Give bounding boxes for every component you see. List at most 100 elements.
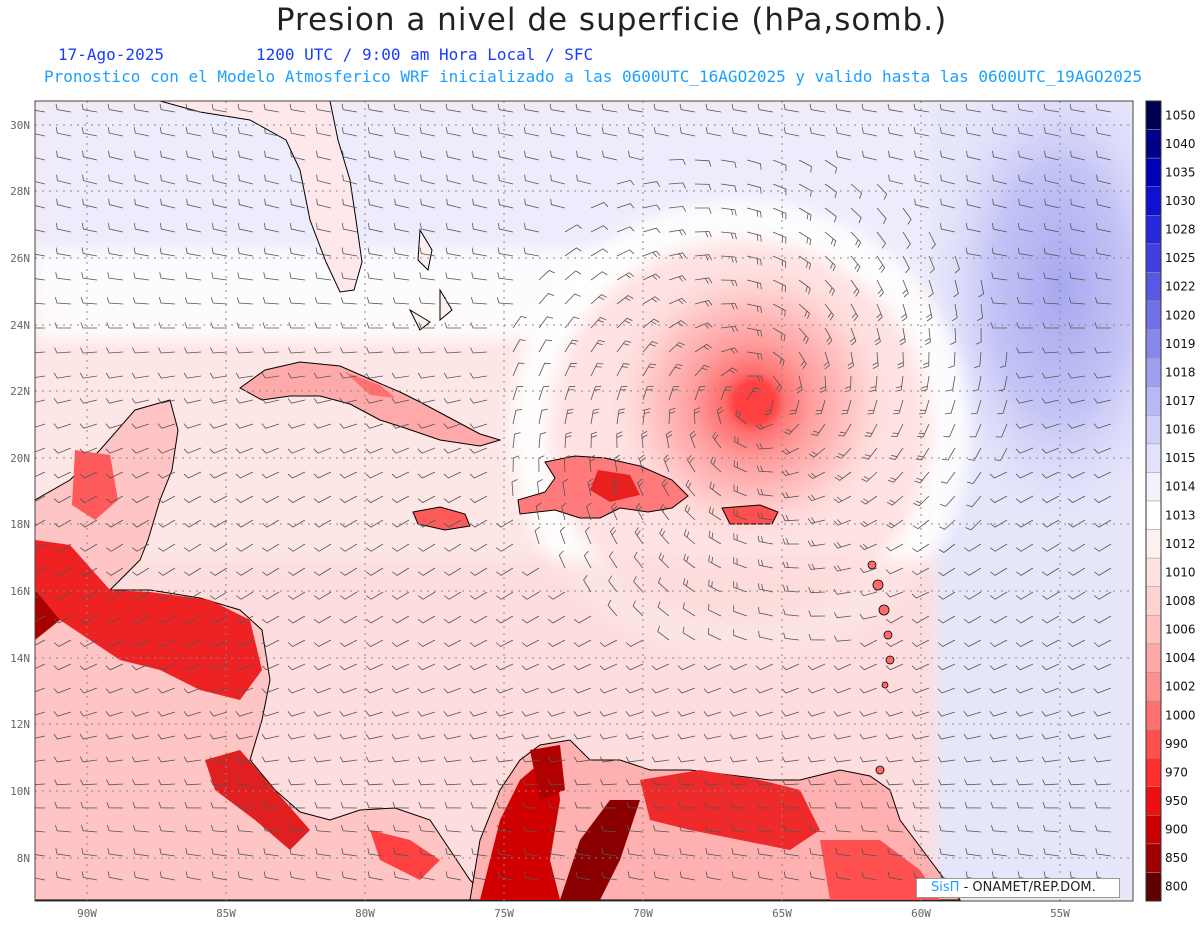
wind-barb [807, 711, 826, 717]
wind-barb [694, 386, 706, 401]
wind-barb [668, 320, 686, 329]
wind-barb [995, 423, 1008, 438]
wind-barb [1043, 103, 1060, 113]
wind-barb [1015, 615, 1034, 624]
wind-barb [1042, 801, 1060, 809]
wind-barb [443, 663, 462, 671]
wind-barb [1067, 711, 1086, 717]
wind-barb [1068, 779, 1086, 786]
wind-barb [160, 223, 176, 233]
colorbar-swatch [1145, 729, 1162, 759]
wind-barb [521, 615, 540, 624]
wind-barb [991, 824, 1008, 833]
wind-barb [1094, 591, 1112, 600]
wind-barb [1093, 495, 1112, 504]
wind-barb [991, 103, 1008, 113]
wind-barb [237, 272, 254, 281]
wind-barb [677, 687, 696, 694]
wind-barb [236, 322, 253, 329]
wind-barb [158, 801, 176, 809]
wind-barb [607, 599, 618, 617]
wind-barb [747, 375, 764, 382]
wind-barb [573, 711, 592, 717]
wind-barb [209, 519, 228, 528]
wind-barb [183, 471, 202, 479]
wind-barb [781, 733, 800, 740]
wind-barb [313, 733, 332, 740]
wind-barb [339, 615, 358, 624]
wind-barb [730, 801, 748, 809]
wind-barb [707, 627, 722, 641]
wind-barb [81, 824, 98, 833]
wind-barb [159, 103, 176, 113]
wind-barb [107, 848, 124, 857]
wind-barb [626, 779, 644, 786]
wind-barb [608, 551, 618, 569]
wind-barb [469, 615, 488, 624]
wind-barb [734, 435, 748, 449]
wind-barb [158, 347, 176, 354]
wind-barb [965, 848, 982, 857]
colorbar-label: 1013 [1165, 508, 1196, 522]
wind-barb [798, 327, 809, 344]
wind-barb [859, 756, 878, 763]
wind-barb [340, 591, 358, 600]
wind-barb [1067, 519, 1086, 528]
wind-barb [1093, 447, 1112, 454]
wind-barb [535, 502, 542, 521]
wind-barb [521, 756, 540, 763]
wind-barb [262, 543, 280, 552]
wind-barb [53, 756, 72, 763]
wind-barb [809, 824, 826, 833]
wind-barb [393, 272, 410, 281]
wind-barb [287, 711, 306, 717]
wind-barb [185, 272, 202, 281]
wind-barb [290, 150, 306, 161]
wind-barb [729, 711, 748, 717]
lat-label: 26N [10, 252, 30, 265]
wind-barb [1069, 247, 1086, 257]
colorbar-swatch [1145, 386, 1162, 416]
wind-barb [948, 351, 956, 369]
wind-barb [287, 615, 306, 624]
wind-barb [707, 603, 722, 617]
wind-barb [53, 663, 72, 671]
wind-barb [287, 495, 306, 504]
wind-barb [209, 423, 228, 429]
wind-barb [966, 150, 982, 161]
wind-barb [755, 711, 774, 717]
wind-barb [54, 543, 72, 552]
wind-barb [864, 423, 878, 437]
wind-barb [365, 423, 384, 429]
wind-barb [264, 150, 280, 161]
wind-barb [35, 423, 46, 428]
wind-barb [694, 277, 713, 284]
wind-barb [1044, 174, 1060, 185]
wind-barb [772, 351, 785, 367]
wind-barb [876, 255, 886, 273]
wind-barb [446, 223, 462, 233]
wind-barb [263, 871, 280, 881]
wind-barb [186, 174, 202, 185]
wind-barb [53, 372, 72, 379]
wind-barb [445, 247, 462, 257]
wind-barb [1096, 150, 1112, 161]
wind-barb [106, 567, 124, 576]
wind-barb [678, 801, 696, 809]
wind-barb [496, 543, 514, 552]
wind-barb [393, 824, 410, 833]
wind-barb [912, 519, 930, 530]
wind-barb [668, 407, 676, 425]
wind-barb [616, 295, 634, 305]
wind-barb [392, 347, 410, 354]
wind-barb [366, 779, 384, 786]
wind-barb [746, 387, 761, 401]
wind-barb [537, 478, 543, 497]
wind-barb [444, 297, 462, 305]
wind-barb [733, 605, 748, 617]
wind-barb [963, 733, 982, 740]
wind-barb [893, 399, 904, 415]
wind-barb [522, 801, 540, 809]
wind-barb [824, 327, 833, 346]
wind-barb [808, 779, 826, 786]
